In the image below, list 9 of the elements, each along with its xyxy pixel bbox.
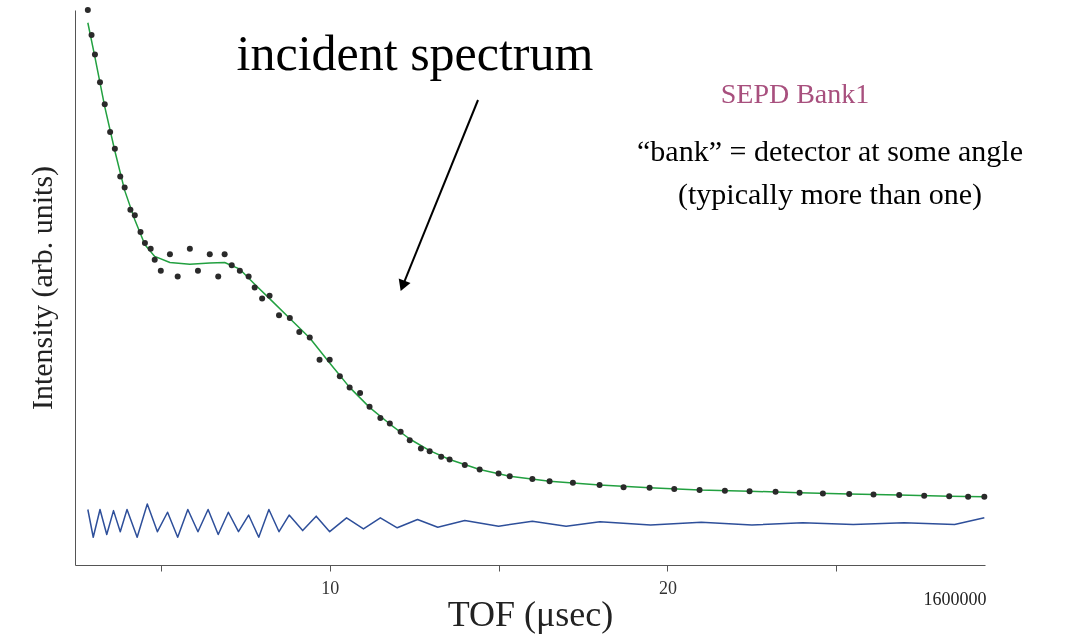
annotation: (typically more than one) [677, 177, 983, 211]
text: 1600000 [923, 589, 987, 609]
annotation: “bank” = detector at some angle [637, 134, 1023, 167]
y-axis-title: Intensity (arb. units) [24, 165, 59, 411]
annotation: SEPD Bank1 [720, 78, 870, 109]
x-axis-title: TOF (μsec) [447, 593, 614, 634]
x-tick-label: 20 [658, 577, 677, 598]
annotation: incident spectrum [236, 25, 594, 81]
x-tick-label: 10 [321, 577, 340, 598]
